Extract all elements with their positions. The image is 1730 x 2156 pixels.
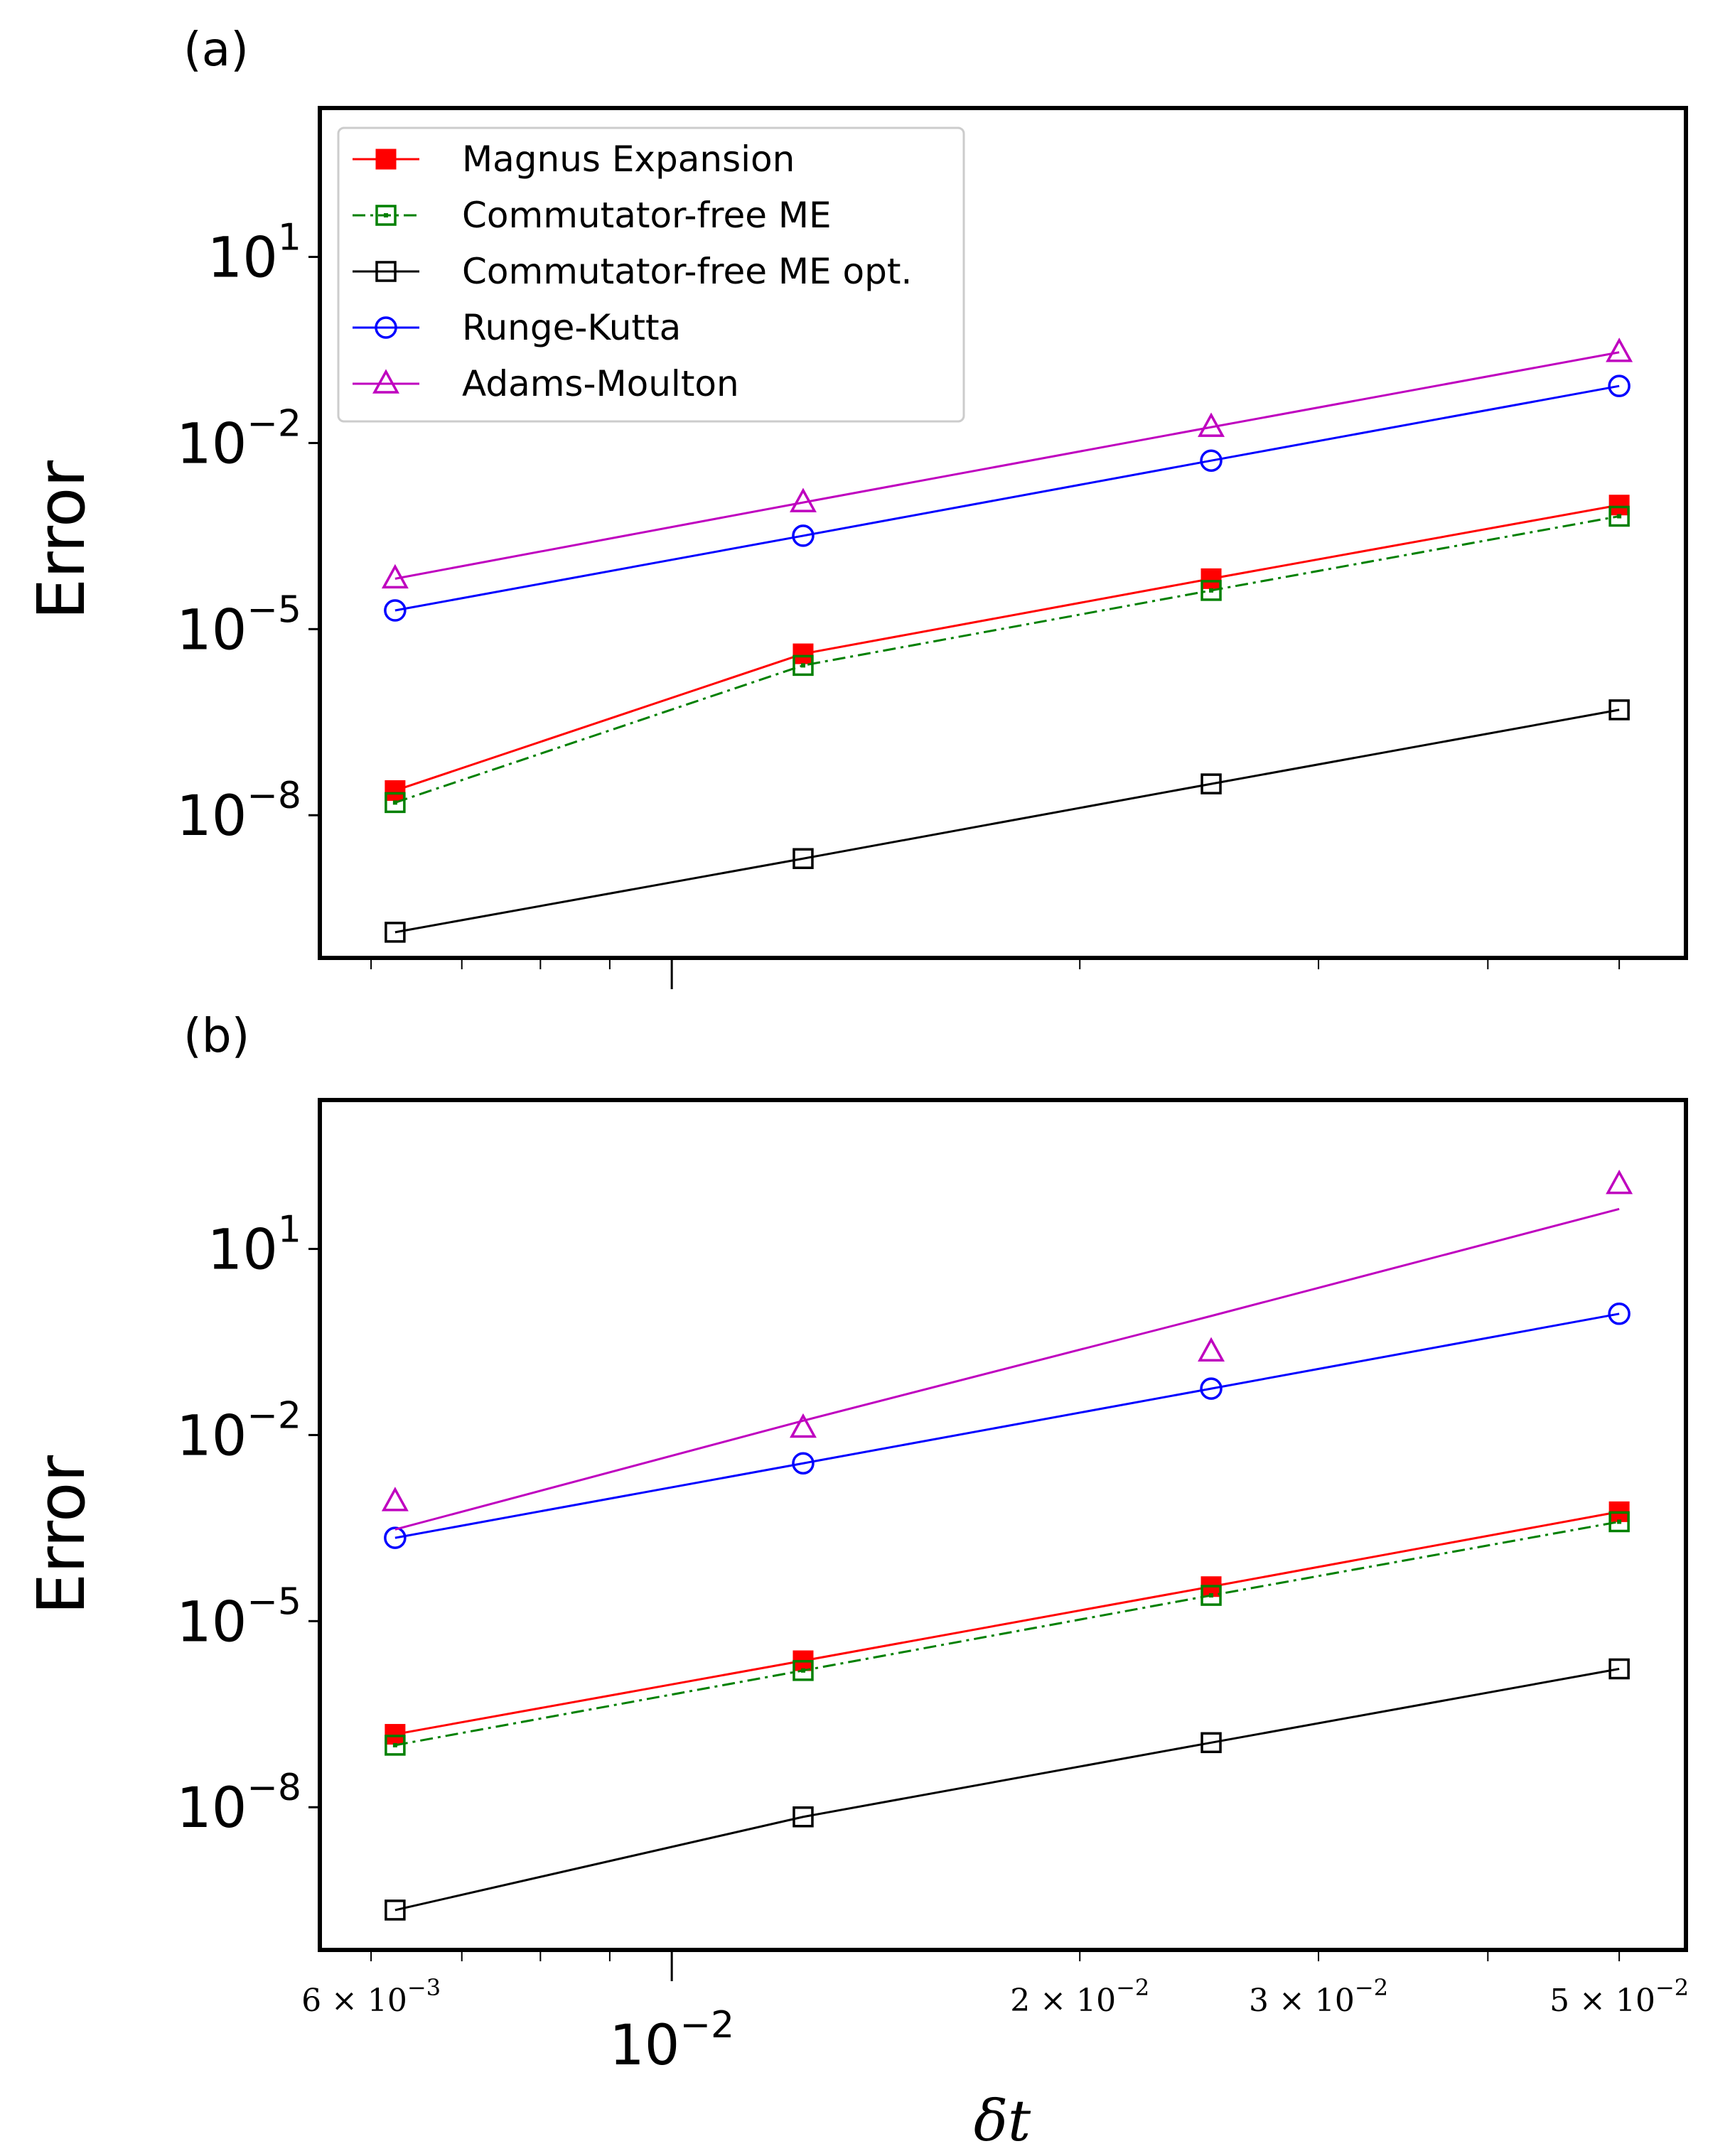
legend-marker	[375, 261, 397, 282]
data-point-runge-kutta	[1200, 1377, 1223, 1400]
series-line-runge-kutta	[394, 384, 1620, 612]
y-tick-label: 10−8	[176, 775, 301, 848]
x-minor-tick-label: 6 × 10−3	[301, 1974, 441, 2019]
data-point-commutator-free-me	[793, 1660, 814, 1681]
series-line-commutator-free-me-opt	[394, 708, 1620, 934]
panel-a-label: (a)	[183, 22, 249, 77]
data-point-commutator-free-me-opt	[1200, 1732, 1222, 1754]
series-line-magnus-expansion	[394, 504, 1620, 792]
legend: Magnus Expansion Commutator-free ME Commut…	[337, 126, 965, 423]
panel-a-plot: 101 10−2 10−5 10−8	[176, 106, 1688, 989]
legend-label: Magnus Expansion	[462, 139, 795, 180]
legend-marker	[375, 149, 397, 170]
data-point-commutator-free-me-opt	[1200, 773, 1222, 794]
legend-label: Runge-Kutta	[462, 307, 681, 348]
data-point-runge-kutta	[1200, 449, 1223, 472]
data-point-magnus-expansion	[1608, 495, 1630, 516]
legend-label: Commutator-free ME opt.	[462, 251, 912, 292]
data-point-commutator-free-me-opt	[793, 848, 814, 869]
y-tick-label: 101	[208, 217, 301, 291]
data-point-commutator-free-me	[1200, 1585, 1222, 1606]
legend-marker	[372, 369, 399, 394]
data-point-adams-moulton	[381, 1487, 409, 1511]
data-point-magnus-expansion	[385, 780, 406, 801]
series-line-magnus-expansion	[394, 1510, 1620, 1736]
legend-label: Adams-Moulton	[462, 363, 739, 404]
panel-b-axes-frame	[318, 1098, 1688, 1952]
data-point-commutator-free-me	[1608, 1511, 1630, 1533]
legend-entry-commutator-free-me-opt: Commutator-free ME opt.	[353, 251, 912, 292]
x-minor-tick-label: 5 × 10−2	[1549, 1974, 1689, 2019]
data-point-commutator-free-me-opt	[1608, 699, 1630, 721]
panel-b-label: (b)	[183, 1008, 249, 1063]
data-point-commutator-free-me-opt	[1608, 1658, 1630, 1680]
data-point-magnus-expansion	[385, 1724, 406, 1745]
legend-label: Commutator-free ME	[462, 195, 832, 236]
series-line-commutator-free-me	[394, 514, 1620, 804]
x-axis-label: δt	[974, 2088, 1031, 2154]
y-tick-label: 10−5	[176, 588, 301, 662]
data-point-adams-moulton	[789, 487, 817, 512]
y-tick-label: 101	[208, 1209, 301, 1283]
y-tick-label: 10−2	[176, 1394, 301, 1468]
data-point-commutator-free-me	[793, 654, 814, 677]
data-point-runge-kutta	[1608, 374, 1630, 397]
panel-a-y-axis-label: Error	[23, 460, 100, 620]
data-point-commutator-free-me-opt	[793, 1806, 814, 1828]
x-tick-labels: 6 × 10−3 2 × 10−2 3 × 10−2 5 × 10−2 10−2	[301, 1974, 1689, 2078]
x-minor-tick-label: 3 × 10−2	[1249, 1974, 1388, 2019]
series-line-adams-moulton	[394, 1207, 1620, 1531]
data-point-commutator-free-me	[1200, 580, 1222, 601]
series-line-adams-moulton	[394, 351, 1620, 580]
data-point-commutator-free-me-opt	[385, 922, 406, 943]
data-point-adams-moulton	[789, 1413, 817, 1438]
data-point-commutator-free-me	[385, 792, 406, 814]
x-minor-tick-label: 2 × 10−2	[1010, 1974, 1149, 2019]
legend-entry-magnus-expansion: Magnus Expansion	[353, 139, 795, 180]
legend-marker	[375, 316, 397, 339]
data-point-runge-kutta	[1608, 1303, 1630, 1325]
legend-frame	[337, 126, 965, 423]
legend-entry-commutator-free-me: Commutator-free ME	[353, 195, 832, 236]
data-point-adams-moulton	[381, 564, 409, 589]
data-point-adams-moulton	[1198, 412, 1225, 437]
data-point-magnus-expansion	[793, 643, 814, 664]
data-point-runge-kutta	[792, 1452, 815, 1475]
data-point-magnus-expansion	[1200, 568, 1222, 589]
legend-marker	[375, 205, 397, 226]
data-point-runge-kutta	[384, 599, 407, 622]
data-point-commutator-free-me-opt	[385, 1899, 406, 1921]
data-point-commutator-free-me	[385, 1735, 406, 1756]
legend-entry-adams-moulton: Adams-Moulton	[353, 363, 739, 404]
panel-b-plot: 101 10−2 10−5 10−8	[176, 1098, 1688, 1981]
panel-a-axes-frame	[318, 106, 1688, 960]
series-line-runge-kutta	[394, 1313, 1620, 1539]
data-point-commutator-free-me	[1608, 505, 1630, 527]
y-tick-label: 10−5	[176, 1580, 301, 1654]
x-major-tick-label: 10−2	[609, 2004, 734, 2078]
data-point-adams-moulton	[1606, 338, 1633, 362]
series-line-commutator-free-me	[394, 1520, 1620, 1747]
data-point-runge-kutta	[792, 524, 815, 547]
data-point-adams-moulton	[1606, 1169, 1633, 1195]
panel-b-y-axis-label: Error	[23, 1455, 100, 1615]
data-point-adams-moulton	[1198, 1337, 1225, 1362]
legend-entry-runge-kutta: Runge-Kutta	[353, 307, 681, 348]
y-tick-label: 10−8	[176, 1767, 301, 1840]
y-tick-label: 10−2	[176, 402, 301, 476]
data-point-runge-kutta	[384, 1526, 407, 1549]
series-line-commutator-free-me-opt	[394, 1668, 1620, 1912]
